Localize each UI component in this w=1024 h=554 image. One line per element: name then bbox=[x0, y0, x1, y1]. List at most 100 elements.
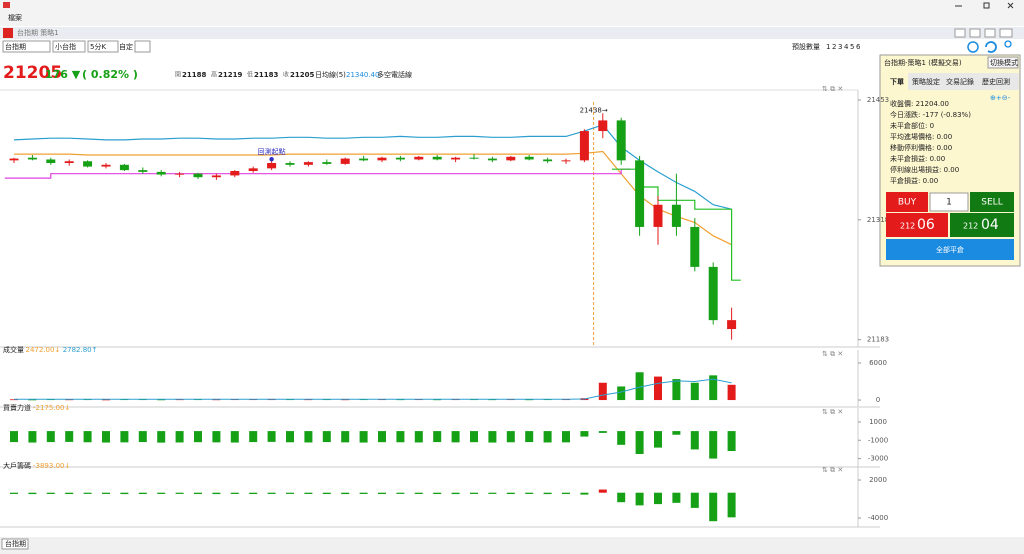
symbol-select[interactable] bbox=[2, 40, 51, 53]
bar bbox=[709, 375, 718, 401]
bar bbox=[414, 492, 423, 494]
custom-input[interactable] bbox=[134, 40, 151, 53]
bar bbox=[690, 382, 699, 401]
candle-body bbox=[395, 157, 405, 160]
maximize[interactable] bbox=[983, 2, 990, 9]
candle-body bbox=[101, 164, 111, 167]
ohlc-label: 高 bbox=[211, 71, 217, 79]
switch-button[interactable] bbox=[987, 56, 1019, 69]
bar bbox=[598, 431, 607, 433]
candle-body bbox=[230, 171, 240, 176]
switch-label[interactable]: 切換模式 bbox=[990, 58, 1018, 67]
info-line: 移動停利價格: 0.00 bbox=[890, 143, 952, 152]
qty-option[interactable]: 2 bbox=[832, 43, 836, 51]
child-close[interactable] bbox=[999, 28, 1013, 38]
candle-body bbox=[598, 120, 608, 132]
candle-body bbox=[175, 173, 185, 175]
bar bbox=[727, 384, 736, 401]
bar bbox=[212, 431, 221, 443]
candle-body bbox=[138, 170, 148, 172]
candle-body bbox=[487, 158, 497, 161]
panel-heading: 台指期-策略1 (模擬交易) bbox=[884, 58, 962, 67]
candle-body bbox=[653, 204, 663, 227]
tab[interactable]: 下單 bbox=[890, 77, 904, 86]
bid-box[interactable] bbox=[886, 213, 948, 237]
zoom-icons[interactable]: ⊕+⊖- bbox=[990, 94, 1011, 102]
bar bbox=[562, 431, 570, 443]
ask-tail[interactable]: 04 bbox=[981, 217, 999, 233]
tab[interactable]: 策略設定 bbox=[912, 77, 940, 86]
bar bbox=[378, 492, 386, 495]
candle-body bbox=[285, 163, 295, 165]
close-all-label[interactable]: 全部平倉 bbox=[936, 245, 964, 254]
bar bbox=[249, 431, 258, 443]
ask-box[interactable] bbox=[950, 213, 1014, 237]
bar bbox=[506, 431, 515, 443]
bar bbox=[414, 431, 423, 443]
bar bbox=[286, 492, 294, 494]
bar bbox=[470, 431, 478, 443]
candle-body bbox=[322, 162, 332, 164]
bar bbox=[635, 372, 644, 401]
sell-label[interactable]: SELL bbox=[981, 198, 1002, 208]
qty-input[interactable] bbox=[929, 192, 969, 212]
sell-button[interactable] bbox=[970, 192, 1014, 212]
symbol-text[interactable]: 台指期 bbox=[5, 42, 26, 51]
qty-option[interactable]: 6 bbox=[856, 43, 861, 51]
bar bbox=[433, 431, 442, 443]
candle-body bbox=[359, 158, 369, 161]
high-label: 21438→ bbox=[580, 106, 608, 114]
tab[interactable]: 交易記錄 bbox=[946, 77, 974, 86]
period-select[interactable] bbox=[87, 40, 119, 53]
panel-icons: ⇅ ⧉ ✕ bbox=[822, 85, 843, 93]
bar bbox=[249, 492, 258, 495]
bar bbox=[562, 492, 570, 495]
child-max[interactable] bbox=[984, 28, 996, 38]
info-line: 未平倉部位: 0 bbox=[890, 121, 934, 130]
status-bar bbox=[0, 537, 1024, 554]
bar bbox=[28, 492, 37, 495]
refresh-icon[interactable] bbox=[985, 41, 997, 53]
bar bbox=[212, 492, 221, 495]
qty-option[interactable]: 4 bbox=[844, 43, 849, 51]
user-icon[interactable] bbox=[1004, 40, 1012, 48]
signal-icon[interactable] bbox=[967, 41, 979, 53]
buy-label[interactable]: BUY bbox=[898, 198, 917, 208]
last-price: 21205 bbox=[3, 63, 62, 83]
buy-button[interactable] bbox=[886, 192, 928, 212]
menu-file[interactable]: 檔案 bbox=[8, 13, 22, 22]
period-text[interactable]: 5分K bbox=[90, 42, 106, 51]
bar bbox=[304, 492, 313, 494]
qty-option[interactable]: 1 bbox=[826, 43, 830, 51]
bar bbox=[102, 492, 110, 494]
ask-head[interactable]: 212 bbox=[963, 222, 978, 231]
candle-body bbox=[432, 156, 442, 160]
qty-option[interactable]: 5 bbox=[850, 43, 854, 51]
close-all-button[interactable] bbox=[886, 239, 1014, 260]
info-line: 今日漲跌: -177 (-0.83%) bbox=[890, 110, 971, 119]
close[interactable] bbox=[1007, 2, 1014, 9]
info-line: 收盤價: 21204.00 bbox=[890, 99, 949, 108]
child-restore[interactable] bbox=[969, 28, 981, 38]
candle-body bbox=[727, 320, 737, 330]
candle-body bbox=[64, 161, 74, 164]
panel-title: 大戶籌碼 bbox=[3, 461, 31, 470]
qty-value[interactable]: 1 bbox=[946, 198, 952, 208]
candle-body bbox=[708, 266, 718, 321]
bid-tail[interactable]: 06 bbox=[917, 217, 935, 233]
product-select[interactable] bbox=[52, 40, 86, 53]
child-min[interactable] bbox=[954, 28, 966, 38]
bid-head[interactable]: 212 bbox=[900, 222, 915, 231]
ohlc-value: 21219 bbox=[218, 71, 242, 79]
bar bbox=[120, 431, 129, 443]
bar bbox=[672, 379, 681, 401]
bar bbox=[194, 492, 202, 495]
qty-option[interactable]: 3 bbox=[838, 43, 842, 51]
y-tick-label: 6000 bbox=[869, 359, 887, 367]
tab[interactable]: 歷史回測 bbox=[982, 77, 1010, 86]
y-tick-label: -4000 bbox=[868, 514, 888, 522]
tab[interactable] bbox=[1, 538, 29, 550]
product-text[interactable]: 小台指 bbox=[55, 42, 76, 51]
bar bbox=[120, 492, 129, 495]
tab-label[interactable]: 台指期 bbox=[5, 539, 26, 548]
